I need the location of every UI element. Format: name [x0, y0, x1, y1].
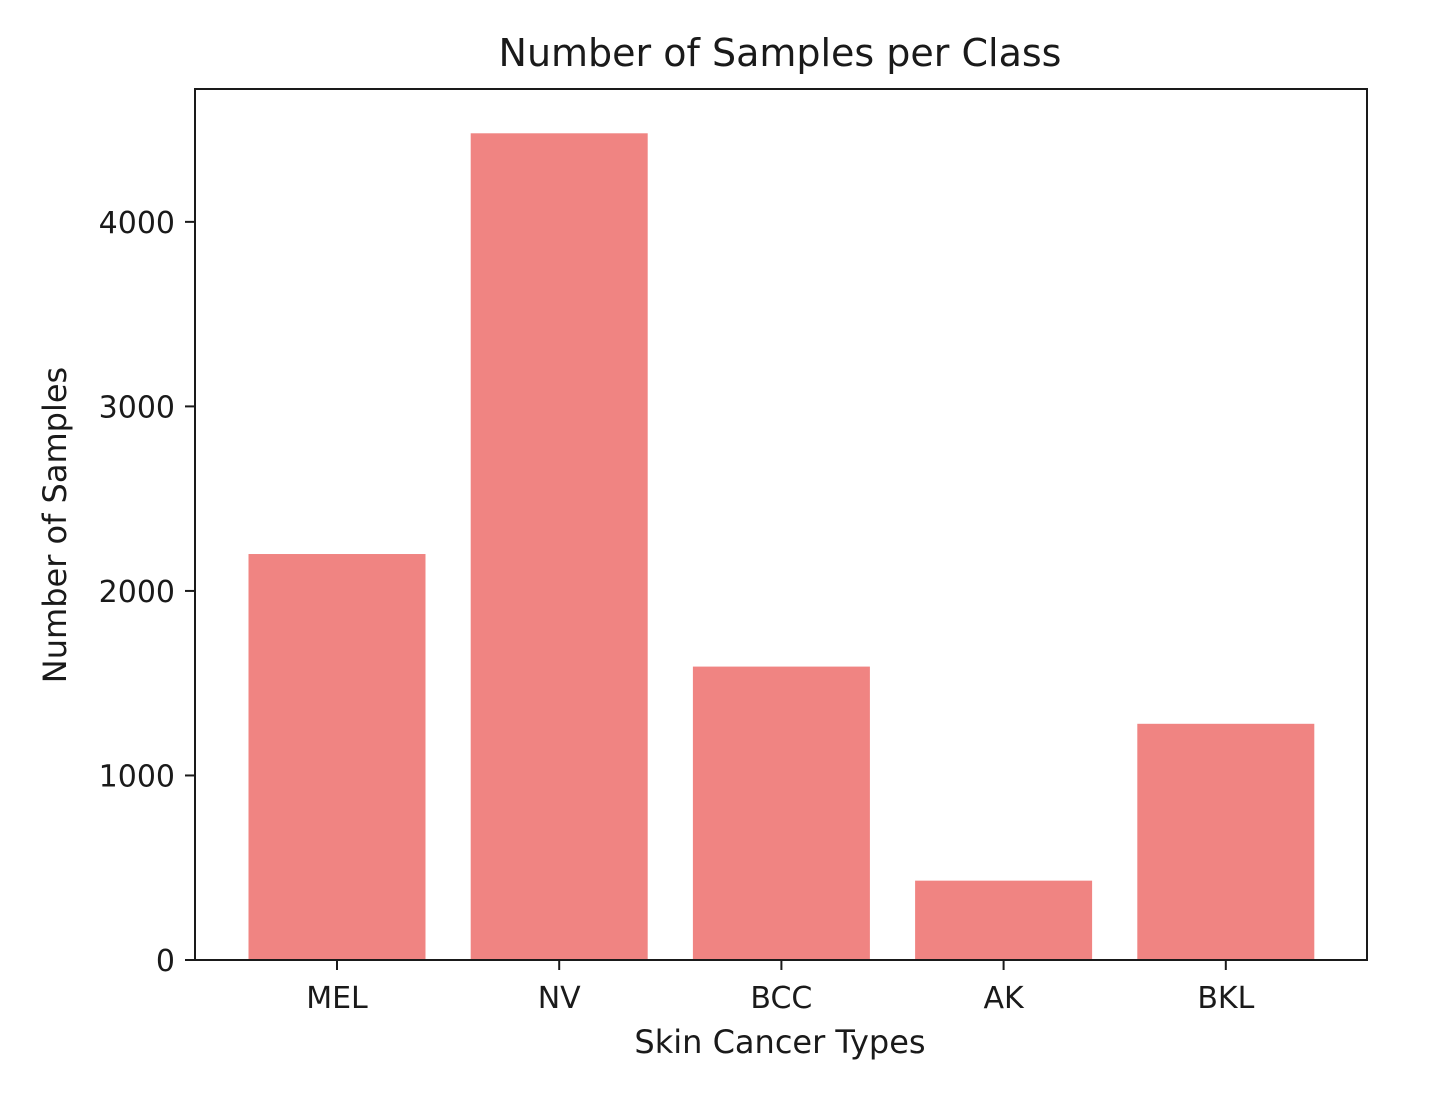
- x-tick-label: MEL: [306, 981, 368, 1016]
- bar-mel: [248, 554, 426, 960]
- y-axis-label: Number of Samples: [36, 367, 74, 683]
- x-tick-label: AK: [983, 981, 1025, 1016]
- bars-layer: [248, 133, 1315, 960]
- chart-title: Number of Samples per Class: [499, 31, 1062, 75]
- x-axis-label: Skin Cancer Types: [634, 1023, 925, 1061]
- bar-bkl: [1137, 723, 1315, 960]
- y-tick-label: 3000: [99, 390, 175, 425]
- plot-frame: [194, 88, 1368, 961]
- y-tick-label: 1000: [99, 759, 175, 794]
- y-tick-label: 0: [156, 944, 175, 979]
- bar-ak: [915, 880, 1093, 960]
- bar-bcc: [692, 666, 870, 960]
- y-tick-label: 2000: [99, 575, 175, 610]
- x-tick-label: BKL: [1197, 981, 1254, 1016]
- x-tick-label: BCC: [750, 981, 812, 1016]
- x-tick-label: NV: [538, 981, 581, 1016]
- ticks-layer: MEL NV BCC AK BKL 0 1000 2000 3000 4000: [99, 206, 1255, 1016]
- y-tick-label: 4000: [99, 206, 175, 241]
- bar-nv: [470, 133, 648, 960]
